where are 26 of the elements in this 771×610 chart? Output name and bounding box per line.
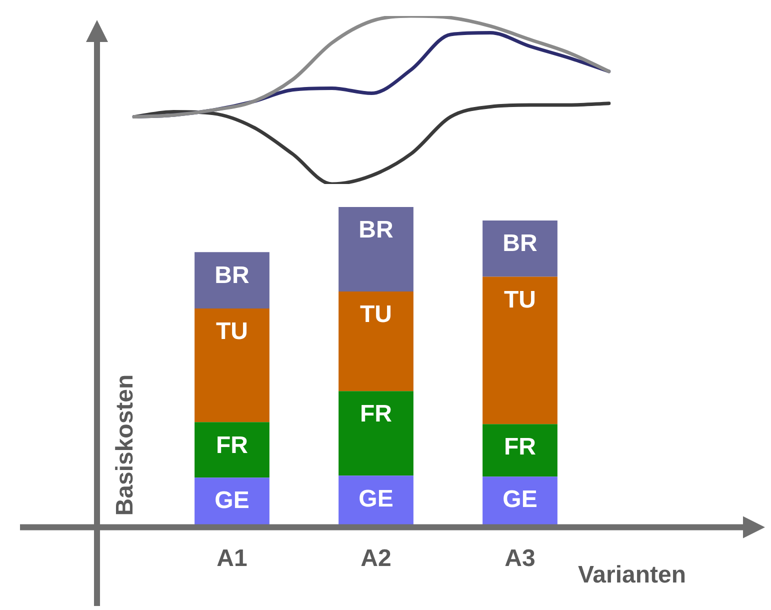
bar: [194, 422, 270, 478]
series-label: TU: [216, 318, 248, 346]
y-axis-title: Basiskosten: [112, 374, 139, 516]
text: FR: [360, 400, 392, 428]
text: TU: [504, 286, 536, 314]
series-label: BR: [214, 262, 250, 289]
x-tick-label: A2: [360, 545, 392, 572]
text: FR: [504, 434, 536, 461]
bar: [194, 252, 270, 309]
bar: [338, 207, 414, 292]
bar: [482, 276, 558, 424]
series-label: FR: [216, 432, 248, 459]
text: TU: [360, 301, 392, 328]
text: BR: [502, 230, 538, 258]
bar: [482, 424, 558, 477]
text: BR: [358, 216, 394, 244]
text: GE: [502, 486, 538, 514]
series-label: GE: [214, 487, 250, 514]
text: GE: [358, 485, 394, 512]
bar: [482, 220, 558, 277]
x-tick-label: A3: [504, 545, 536, 572]
x-tick-label: A1: [216, 545, 248, 572]
bar: [338, 391, 414, 476]
bar: [194, 308, 270, 422]
bar: [338, 292, 414, 392]
x-axis-title: Varianten: [578, 562, 686, 589]
